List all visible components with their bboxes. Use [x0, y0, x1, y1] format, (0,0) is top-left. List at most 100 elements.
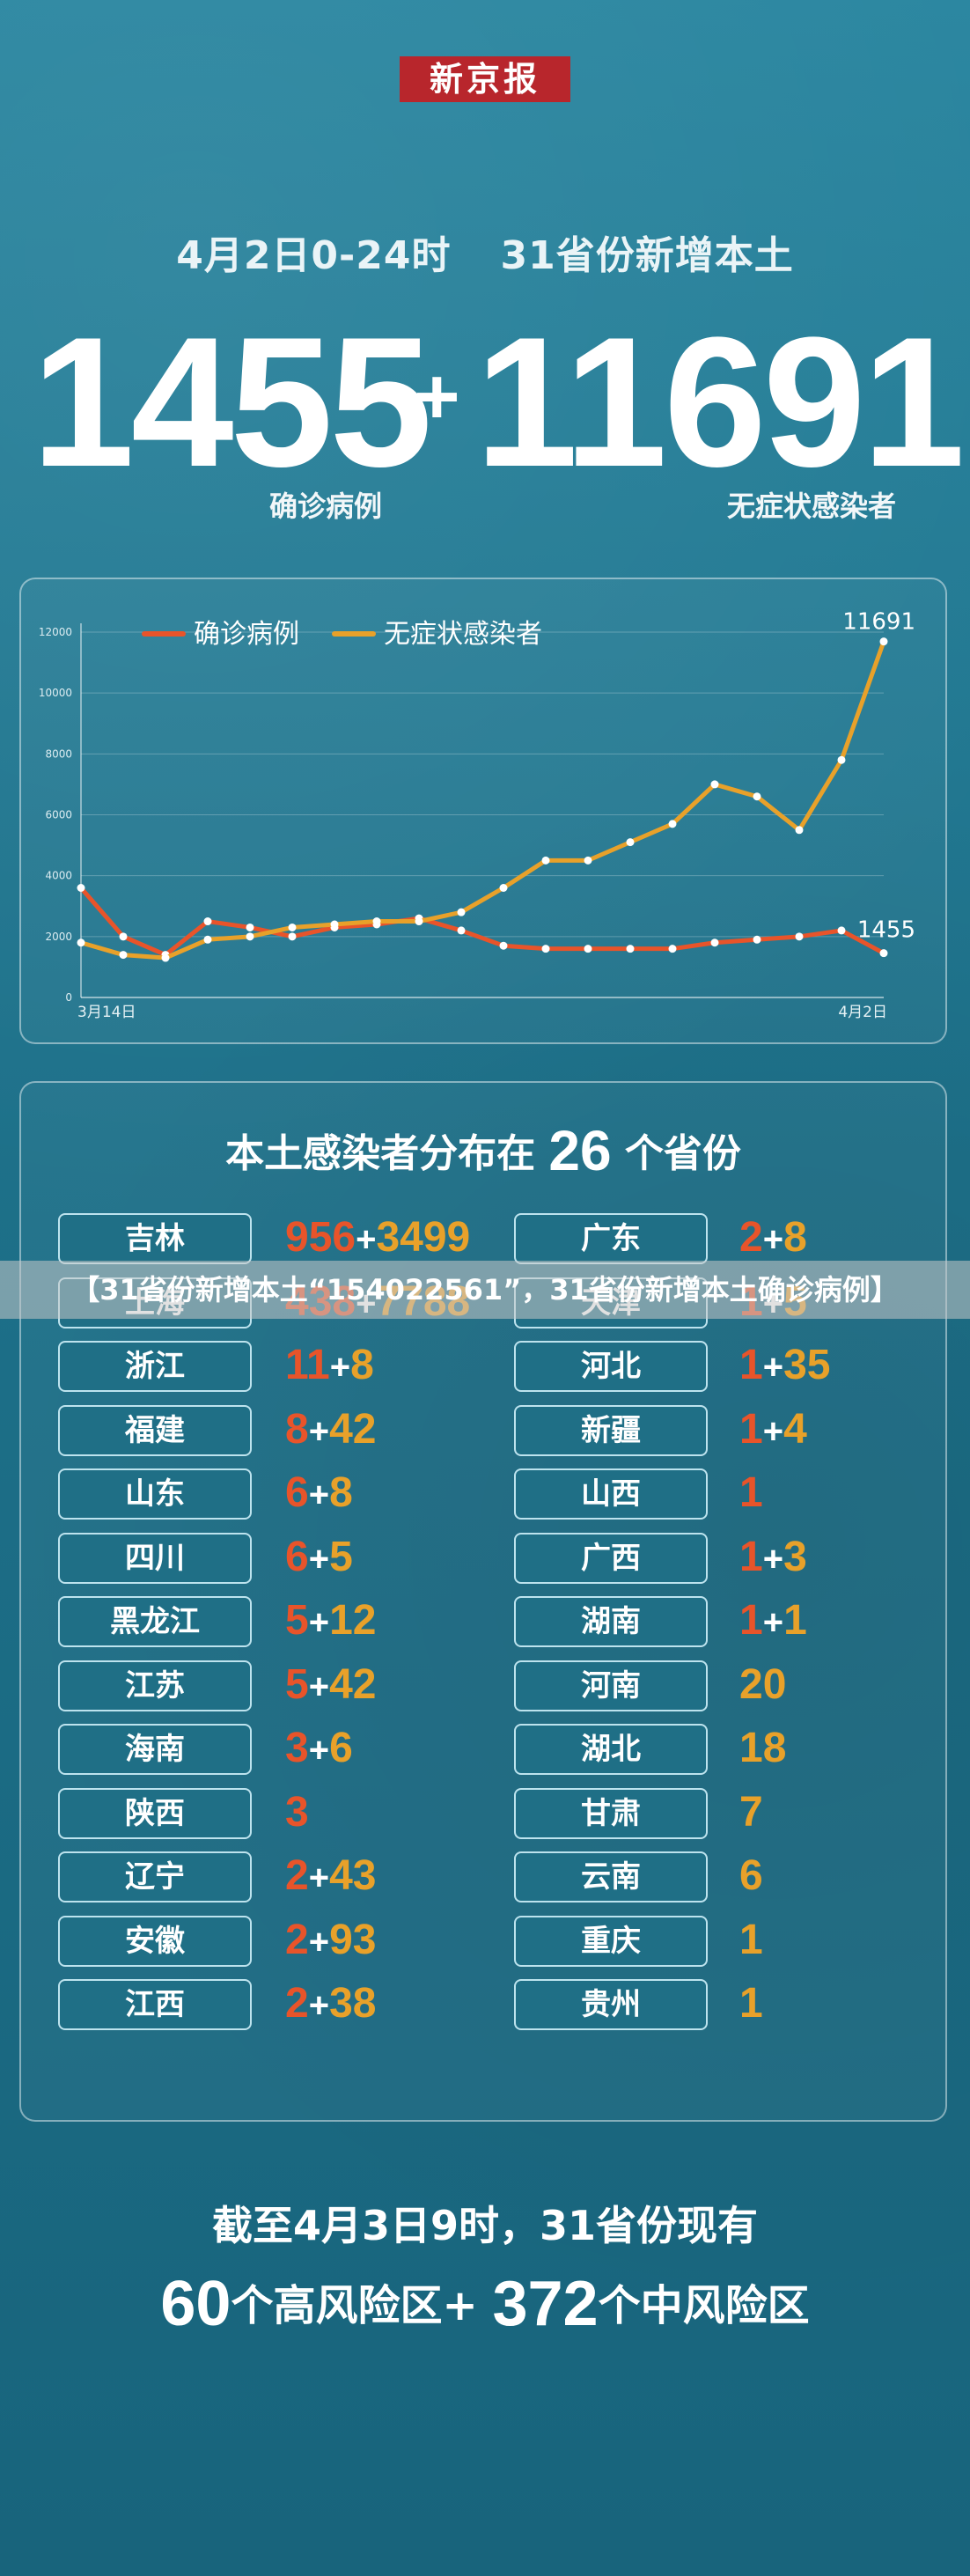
- confirmed-count: 1: [739, 1405, 763, 1453]
- province-values: 6: [739, 1851, 763, 1901]
- province-name: 河南: [514, 1660, 708, 1711]
- data-point: [288, 932, 297, 941]
- data-point: [119, 951, 128, 960]
- data-point: [203, 935, 212, 944]
- high-risk-count: 60: [160, 2269, 231, 2339]
- x-tick-label: 3月14日: [77, 1004, 136, 1021]
- end-value-label: 11691: [842, 609, 915, 636]
- data-point: [668, 945, 677, 953]
- province-values: 956+3499: [285, 1213, 470, 1264]
- y-tick-label: 2000: [45, 931, 72, 943]
- province-values: 18: [739, 1724, 786, 1773]
- data-point: [668, 820, 677, 828]
- plus-sign: +: [308, 1731, 330, 1770]
- data-point: [119, 932, 128, 941]
- province-row: 江西 2+38: [58, 1979, 463, 2030]
- data-point: [499, 941, 508, 950]
- asymptomatic-count: 3499: [376, 1214, 471, 1261]
- confirmed-count: 1: [739, 1469, 763, 1516]
- trend-chart-panel: 0 2000 4000 6000 8000 10000 12000 3月14日 4月2日 1455…: [19, 578, 947, 1044]
- province-row: 吉林 956+3499: [58, 1213, 470, 1264]
- confirmed-count: 6: [285, 1533, 309, 1580]
- confirmed-count: 3: [285, 1725, 309, 1771]
- data-point: [77, 884, 85, 892]
- date-range: 4月2日0-24时: [176, 233, 452, 278]
- province-name: 吉林: [58, 1213, 252, 1264]
- data-point: [203, 917, 212, 926]
- data-point: [710, 780, 719, 789]
- plus-sign: +: [308, 1603, 330, 1642]
- province-row: 江苏 5+42: [58, 1660, 463, 1711]
- confirmed-label: 确诊病例: [269, 489, 383, 523]
- data-point: [372, 917, 381, 926]
- province-values: 11+8: [285, 1341, 374, 1392]
- province-values: 6+5: [285, 1533, 353, 1584]
- data-point: [626, 945, 635, 953]
- province-name: 新疆: [514, 1404, 708, 1456]
- province-name: 海南: [58, 1724, 252, 1775]
- data-point: [246, 932, 254, 941]
- province-values: 20: [739, 1660, 786, 1710]
- asymptomatic-count: 42: [329, 1405, 377, 1453]
- end-value-label: 1455: [857, 917, 915, 944]
- data-point: [795, 932, 804, 941]
- series-line-confirmed: [78, 886, 886, 958]
- province-name: 福建: [58, 1404, 252, 1456]
- province-values: 1+1: [739, 1596, 807, 1647]
- confirmed-count: 2: [285, 1980, 309, 2027]
- province-values: 1: [739, 1979, 763, 2028]
- logo: 新京报: [400, 56, 570, 102]
- data-point: [246, 923, 254, 931]
- province-name: 安徽: [58, 1915, 252, 1967]
- legend-label: 无症状感染者: [384, 619, 542, 650]
- province-values: 1: [739, 1916, 763, 1965]
- province-values: 2+93: [285, 1916, 376, 1967]
- data-point: [457, 926, 466, 935]
- confirmed-count: 5: [285, 1597, 309, 1644]
- province-values: 2+43: [285, 1851, 376, 1903]
- data-point: [879, 637, 888, 646]
- data-point: [457, 908, 466, 916]
- province-values: 5+12: [285, 1596, 376, 1647]
- data-point: [288, 923, 297, 931]
- distribution-title-prefix: 本土感染者分布在: [225, 1131, 536, 1176]
- data-point: [584, 856, 592, 865]
- province-row: 河北 1+35: [514, 1341, 919, 1392]
- province-name: 贵州: [514, 1979, 708, 2030]
- asymptomatic-count: 35: [783, 1342, 831, 1388]
- plus-sign: +: [308, 1539, 330, 1579]
- province-row: 四川 6+5: [58, 1532, 463, 1584]
- data-point: [541, 856, 550, 865]
- confirmed-count: 2: [739, 1214, 763, 1261]
- confirmed-count: 956: [285, 1214, 356, 1261]
- data-point: [795, 826, 804, 835]
- province-name: 山东: [58, 1468, 252, 1520]
- province-row: 福建 8+42: [58, 1404, 463, 1456]
- province-name: 甘肃: [514, 1787, 708, 1839]
- province-count: 26: [548, 1119, 612, 1182]
- plus-sign: +: [762, 1539, 784, 1579]
- data-point: [710, 938, 719, 947]
- headline-banner: 【31省份新增本土“154022561”，31省份新增本土确诊病例】: [0, 1261, 970, 1319]
- province-name: 江西: [58, 1979, 252, 2030]
- province-name: 四川: [58, 1532, 252, 1584]
- province-values: 2+38: [285, 1979, 376, 2030]
- data-point: [415, 917, 423, 926]
- province-values: 6+8: [285, 1468, 353, 1520]
- data-point: [753, 792, 761, 801]
- asymptomatic-count: 1: [739, 1980, 763, 2027]
- asymptomatic-count: 12: [329, 1597, 377, 1644]
- data-point: [330, 920, 339, 929]
- province-name: 重庆: [514, 1915, 708, 1967]
- confirmed-count: 2: [285, 1916, 309, 1963]
- legend-label: 确诊病例: [194, 619, 299, 650]
- confirmed-count: 1: [739, 1533, 763, 1580]
- header-date-line: 4月2日0-24时 31省份新增本土: [0, 224, 970, 280]
- asymptomatic-count: 42: [329, 1660, 377, 1708]
- asymptomatic-count: 4: [783, 1405, 807, 1453]
- data-point: [837, 755, 846, 764]
- confirmed-count: 8: [285, 1405, 309, 1453]
- province-name: 广东: [514, 1213, 708, 1264]
- province-name: 辽宁: [58, 1851, 252, 1903]
- asymptomatic-count: 1: [739, 1916, 763, 1963]
